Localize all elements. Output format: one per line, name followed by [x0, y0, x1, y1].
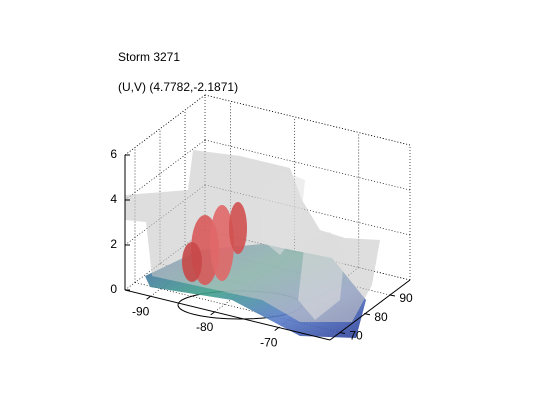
chart-title: Storm 3271 — [118, 50, 180, 64]
tick-mark — [274, 327, 280, 331]
y-tick-label: 90 — [399, 291, 413, 305]
z-tick-label: 6 — [110, 147, 117, 161]
cloud-tower — [260, 172, 305, 255]
z-tick-label: 2 — [110, 237, 117, 251]
tick-mark — [339, 332, 346, 334]
y-axis — [329, 279, 411, 341]
x-axis — [124, 289, 331, 341]
grid-line — [124, 94, 206, 156]
y-tick-label: 70 — [349, 329, 363, 343]
storm-volume — [125, 150, 380, 338]
tick-mark — [210, 311, 215, 316]
tick-mark — [146, 295, 151, 300]
rain-core — [182, 242, 202, 282]
z-tick-label: 0 — [110, 282, 117, 296]
grid-line — [204, 94, 411, 146]
tick-mark — [364, 313, 371, 316]
z-tick-label: 4 — [110, 192, 117, 206]
x-tick-label: -90 — [132, 304, 150, 318]
rain-core — [229, 202, 247, 254]
cloud-surface — [125, 150, 380, 322]
tick-mark — [389, 294, 396, 297]
y-tick-label: 80 — [374, 310, 388, 324]
x-tick-label: -70 — [260, 336, 278, 350]
cloud-tower — [298, 232, 345, 320]
grid-line — [204, 139, 411, 191]
x-tick-label: -80 — [196, 320, 214, 334]
chart-subtitle: (U,V) (4.7782,-2.1871) — [118, 80, 238, 94]
rain-core — [210, 205, 234, 281]
grid-line — [134, 282, 341, 333]
